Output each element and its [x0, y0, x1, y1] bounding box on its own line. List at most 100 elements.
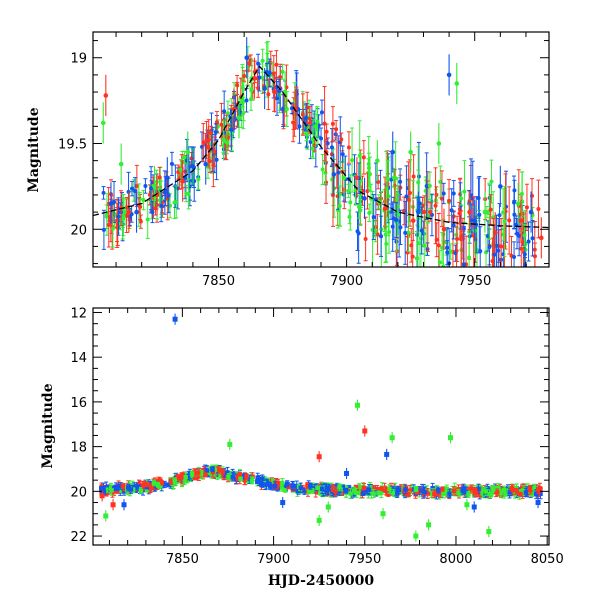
data-point-blue — [290, 481, 296, 491]
series-point-red — [126, 191, 132, 233]
data-point-green — [448, 243, 453, 260]
data-point-blue — [169, 151, 174, 177]
data-point-green — [385, 159, 390, 198]
data-point-blue — [398, 168, 403, 196]
data-point-blue — [398, 209, 403, 246]
data-point-blue — [130, 180, 135, 197]
data-point-red — [532, 242, 537, 267]
data-point-red — [440, 486, 445, 492]
series-point-red — [539, 217, 544, 259]
data-point-red — [411, 154, 416, 199]
data-point-blue — [441, 182, 446, 205]
series-point-red — [316, 451, 322, 463]
data-point-blue — [112, 181, 117, 224]
data-point-blue — [361, 490, 366, 497]
series-point-blue — [244, 37, 250, 79]
data-point-green — [196, 168, 201, 190]
data-point-red — [334, 120, 339, 139]
bottom-y-axis-label: Magnitude — [40, 383, 56, 468]
data-point-red — [159, 480, 165, 486]
data-point-green — [320, 153, 325, 185]
data-point-green — [387, 484, 392, 494]
series-point-green — [515, 182, 521, 225]
series-point-green — [413, 530, 419, 542]
data-point-blue — [101, 186, 106, 200]
data-point-green — [183, 471, 188, 483]
data-point-blue — [394, 202, 399, 238]
data-point-red — [425, 488, 430, 499]
data-point-blue — [429, 193, 434, 237]
data-point-green — [522, 223, 527, 247]
data-point-blue — [451, 211, 456, 240]
series-point-green — [408, 131, 413, 173]
data-point-red — [244, 473, 249, 481]
data-point-green — [337, 483, 342, 492]
data-point-blue — [477, 176, 482, 254]
y-tick-label: 12 — [70, 306, 87, 321]
series-point-green — [448, 432, 454, 444]
series-point-green — [103, 510, 109, 522]
series-point-red — [354, 157, 360, 199]
data-point-blue — [267, 482, 273, 490]
series-point-blue — [121, 499, 127, 511]
series-point-green — [221, 119, 226, 161]
data-point-blue — [436, 486, 441, 494]
series-point-blue — [331, 153, 337, 195]
plot-area — [99, 313, 543, 542]
data-point-green — [306, 488, 312, 495]
series-point-green — [118, 143, 124, 185]
series-point-green — [354, 399, 360, 411]
data-point-blue — [319, 99, 324, 126]
series-point-red — [103, 74, 109, 117]
series-point-blue — [280, 496, 286, 509]
data-point-red — [339, 132, 344, 147]
data-point-red — [120, 483, 126, 489]
data-point-blue — [255, 479, 260, 485]
data-point-blue — [114, 486, 120, 491]
data-point-blue — [451, 180, 456, 207]
data-point-blue — [512, 179, 517, 201]
data-point-red — [142, 480, 147, 487]
series-point-red — [252, 57, 257, 99]
bottom-panel: 7850 7900 7950 8000 8050 12 14 16 18 20 22 — [70, 306, 563, 567]
data-point-green — [414, 231, 419, 267]
series-point-red — [441, 208, 447, 250]
data-point-red — [488, 194, 493, 226]
data-point-blue — [116, 197, 121, 236]
data-point-blue — [523, 487, 529, 497]
data-point-red — [499, 217, 504, 267]
series-point-green — [236, 97, 242, 139]
data-point-green — [172, 477, 177, 484]
data-point-blue — [210, 466, 215, 473]
data-point-blue — [319, 483, 325, 494]
series-point-blue — [229, 109, 234, 151]
data-point-blue — [214, 139, 219, 181]
data-point-red — [168, 478, 174, 485]
data-point-red — [212, 136, 217, 167]
data-point-red — [330, 106, 335, 142]
series-point-green — [341, 157, 347, 199]
y-tick-label: 19.5 — [58, 137, 87, 152]
data-point-green — [348, 488, 353, 499]
data-point-blue — [422, 486, 427, 498]
data-point-green — [213, 465, 218, 475]
data-point-red — [300, 93, 305, 136]
data-point-green — [459, 191, 464, 206]
data-point-green — [373, 220, 378, 243]
series-point-green — [389, 432, 395, 444]
data-point-red — [361, 140, 366, 175]
data-point-red — [179, 472, 184, 483]
data-point-blue — [284, 480, 290, 488]
data-point-blue — [390, 201, 395, 252]
data-point-red — [346, 131, 351, 164]
top-panel: 7850 7900 7950 19 19.5 20 — [58, 31, 550, 289]
series-point-blue — [108, 182, 114, 225]
data-point-green — [104, 193, 109, 236]
data-point-green — [122, 198, 127, 226]
data-point-red — [536, 484, 541, 494]
data-point-blue — [512, 241, 517, 267]
series-point-blue — [344, 467, 350, 480]
y-tick-label: 20 — [70, 223, 87, 238]
data-point-green — [182, 150, 187, 165]
data-point-green — [155, 481, 161, 488]
